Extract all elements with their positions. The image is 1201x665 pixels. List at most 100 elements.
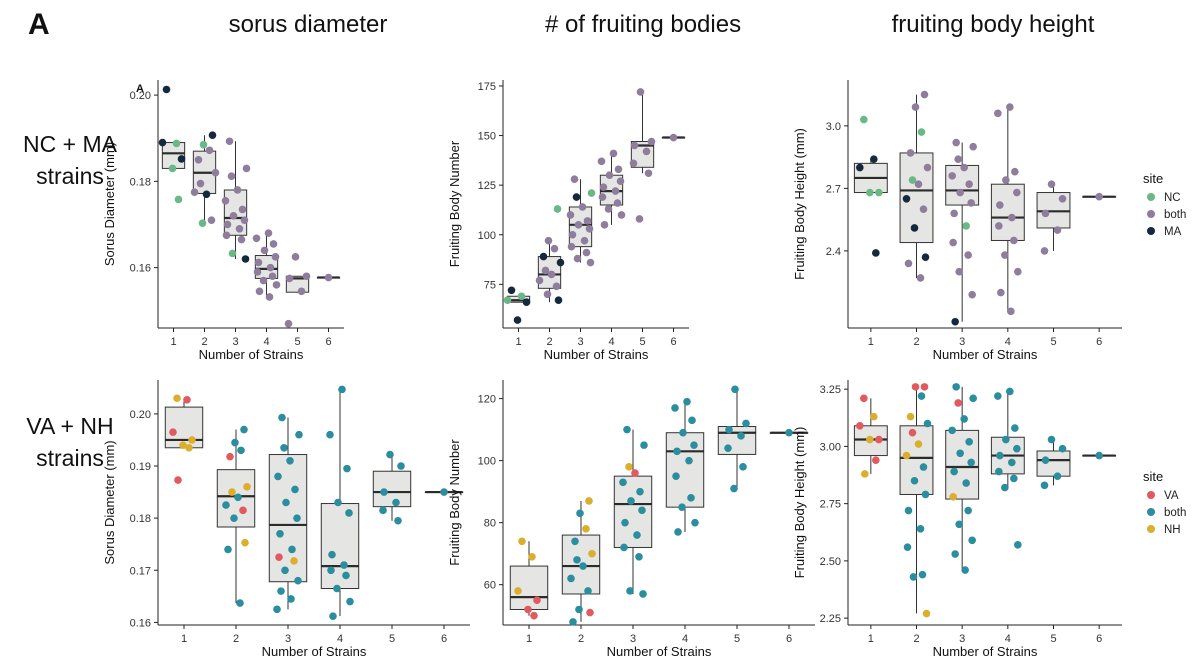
x-tick-label: 2 — [233, 633, 239, 645]
x-tick-label: 3 — [577, 336, 583, 348]
data-point-MA — [572, 193, 581, 201]
data-point-both — [903, 543, 912, 551]
data-point-both — [543, 290, 552, 299]
data-point-NC — [174, 195, 183, 204]
x-tick-label: 4 — [1005, 633, 1011, 645]
legend-swatch — [1147, 525, 1155, 533]
data-point-NH — [585, 497, 593, 505]
data-point-VA — [183, 396, 191, 404]
x-tick-label: 3 — [232, 336, 238, 348]
data-point-both — [967, 458, 975, 467]
data-point-both — [569, 618, 577, 626]
x-tick-label: 2 — [201, 336, 207, 348]
data-point-both — [921, 490, 930, 499]
x-tick-label: 4 — [337, 633, 343, 645]
data-point-both — [952, 138, 960, 147]
data-point-both — [346, 597, 354, 606]
data-point-both — [1053, 226, 1062, 234]
data-point-both — [271, 253, 280, 261]
data-point-both — [906, 149, 915, 157]
data-point-both — [576, 509, 584, 518]
x-tick-label: 1 — [515, 336, 521, 348]
x-tick-label: 2 — [913, 336, 919, 348]
box — [945, 164, 980, 206]
row-title-bottom-line1: VA + NH — [26, 413, 113, 439]
column-title-sorus-diameter: sorus diameter — [229, 11, 388, 38]
data-point-VA — [631, 469, 639, 477]
data-point-NC — [517, 292, 526, 301]
data-point-VA — [524, 605, 532, 614]
data-point-VA — [226, 452, 234, 461]
data-point-NC — [172, 139, 181, 148]
x-tick-label: 1 — [170, 336, 176, 348]
data-point-both — [1002, 176, 1010, 184]
y-tick-label: 0.16 — [130, 617, 151, 629]
data-point-MA — [522, 298, 531, 307]
data-point-both — [567, 242, 576, 251]
data-point-NC — [503, 296, 512, 305]
data-point-both — [234, 493, 242, 502]
data-point-MA — [208, 131, 217, 140]
data-point-both — [919, 463, 928, 471]
legend-label: NC — [1164, 192, 1181, 204]
data-point-both — [599, 183, 608, 191]
row-title-top-line1: NC + MA — [23, 131, 118, 157]
boxplot-4 — [665, 401, 705, 532]
box — [320, 503, 360, 590]
data-point-both — [994, 392, 1002, 400]
data-point-both — [600, 221, 609, 229]
data-point-NH — [582, 525, 590, 533]
data-point-both — [278, 413, 286, 422]
y-tick-label: 0.18 — [130, 513, 151, 525]
data-point-both — [724, 444, 732, 453]
legend-swatch — [1147, 193, 1155, 201]
y-tick-label: 80 — [484, 518, 496, 530]
x-tick-label: 5 — [639, 336, 645, 348]
data-point-both — [916, 274, 925, 282]
x-tick-label: 1 — [181, 633, 187, 645]
data-point-both — [1001, 251, 1009, 259]
data-point-NC — [199, 140, 208, 149]
data-point-both — [254, 258, 263, 267]
data-point-VA — [954, 399, 962, 407]
boxplot-3 — [945, 142, 980, 322]
x-axis-title: Number of Strains — [544, 347, 649, 362]
x-tick-label: 6 — [786, 633, 792, 645]
y-tick-label: 60 — [484, 580, 496, 592]
data-point-both — [237, 235, 246, 244]
data-point-both — [291, 253, 300, 261]
data-point-both — [342, 571, 350, 580]
data-point-both — [274, 472, 282, 481]
boxplot-5 — [717, 389, 757, 489]
data-point-both — [994, 109, 1002, 118]
data-point-MA — [910, 224, 919, 232]
box — [1036, 450, 1071, 477]
data-point-both — [394, 516, 402, 525]
data-point-both — [567, 574, 575, 583]
data-point-both — [962, 479, 970, 487]
data-point-both — [948, 426, 956, 435]
data-point-both — [253, 268, 262, 276]
data-point-both — [227, 172, 236, 180]
data-point-both — [211, 168, 220, 177]
data-point-both — [268, 272, 277, 281]
data-point-both — [231, 438, 239, 447]
data-point-both — [923, 419, 932, 428]
data-point-both — [1041, 209, 1050, 218]
data-point-both — [535, 276, 544, 285]
data-point-both — [259, 276, 268, 285]
data-point-NC — [875, 188, 883, 197]
data-point-both — [334, 498, 342, 507]
data-point-NH — [625, 463, 633, 471]
data-point-both — [626, 587, 634, 595]
data-point-MA — [554, 296, 563, 305]
data-point-NH — [290, 557, 298, 565]
boxplot-3 — [613, 429, 653, 594]
data-point-both — [997, 288, 1005, 297]
data-point-NH — [241, 538, 249, 547]
y-axis-title: Fruiting Body Number — [447, 439, 462, 566]
y-tick-label: 120 — [478, 394, 496, 406]
data-point-both — [691, 518, 699, 527]
